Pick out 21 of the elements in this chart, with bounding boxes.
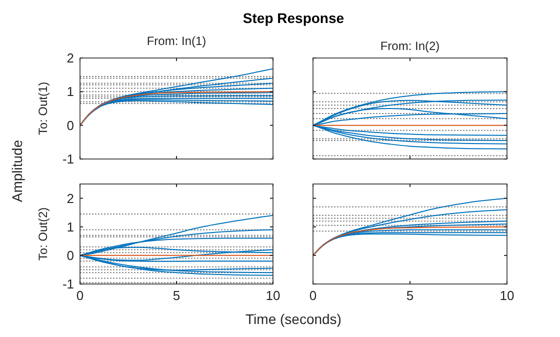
chart-subtitle: From: In(2): [380, 39, 440, 53]
y-tick-label: 2: [66, 190, 74, 206]
x-tick-label: 10: [266, 288, 280, 303]
text: Time (seconds): [246, 311, 342, 327]
x-tick-label: 0: [76, 288, 84, 303]
y-tick-label: -1: [62, 276, 74, 292]
y-tick-label: 0: [66, 118, 74, 133]
x-tick-label: 10: [500, 288, 514, 303]
x-tick-label: 0: [309, 288, 317, 303]
chart-title: Step Response: [242, 10, 344, 26]
text: Amplitude: [9, 140, 25, 202]
y-tick-label: -1: [62, 152, 74, 167]
y-tick-label: 1: [66, 219, 74, 234]
chart-subtitle: From: In(1): [146, 34, 206, 48]
x-tick-label: 5: [406, 288, 414, 303]
y-tick-label: 0: [66, 248, 74, 263]
x-tick-label: 5: [172, 288, 180, 303]
y-tick-label: 2: [66, 50, 74, 66]
y-axis-title: To: Out(1): [36, 82, 50, 136]
y-tick-label: 1: [66, 84, 74, 100]
y-axis-title: To: Out(2): [36, 207, 50, 261]
